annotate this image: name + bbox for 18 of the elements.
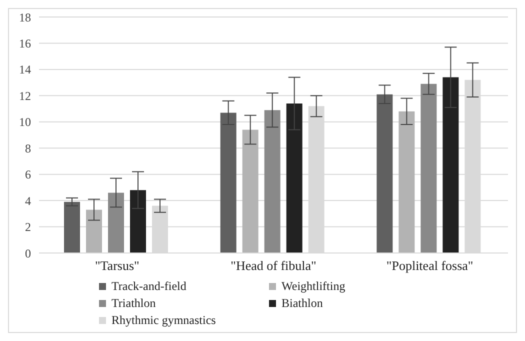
y-tick-label: 12 [19,88,31,103]
y-tick-label: 2 [25,220,31,234]
legend-label: Track-and-field [112,279,186,294]
y-tick-label: 4 [25,194,31,208]
x-tick-label: "Tarsus" [94,258,140,274]
y-tick-label: 10 [19,115,31,130]
legend-label: Rhythmic gymnastics [112,313,216,328]
y-tick-label: 0 [25,246,31,260]
y-tick-label: 14 [19,62,31,77]
y-tick-label: 8 [25,141,31,156]
legend-label: Weightlifting [282,279,346,294]
x-tick-label: "Head of fibula" [230,258,316,274]
y-tick-label: 16 [19,36,31,50]
y-tick-label: 18 [19,10,31,24]
legend-label: Triathlon [112,296,156,311]
legend-label: Biathlon [282,296,323,311]
y-tick-label: 6 [25,168,31,182]
x-tick-label: "Popliteal fossa" [386,258,474,274]
